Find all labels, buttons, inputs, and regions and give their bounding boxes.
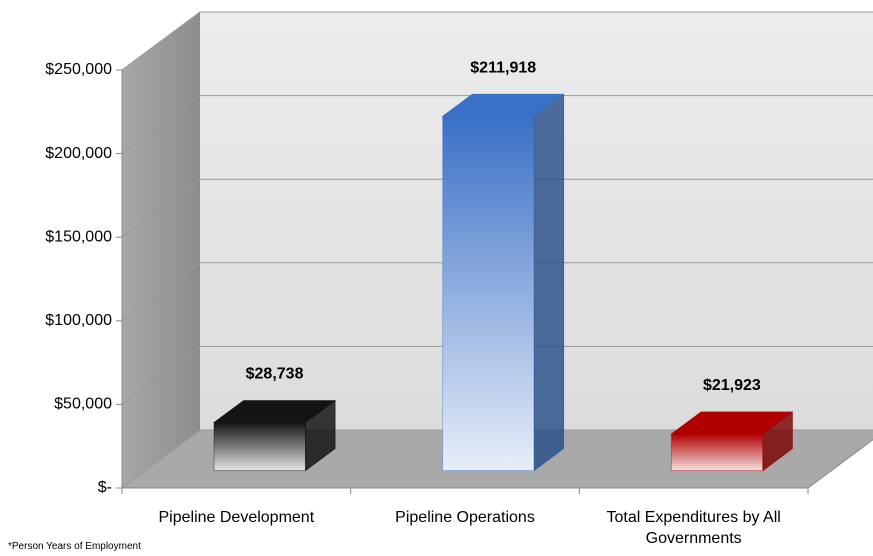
value-label: $21,923 bbox=[703, 377, 761, 394]
bar bbox=[441, 93, 565, 472]
bar-front bbox=[442, 115, 535, 472]
grid-line bbox=[121, 262, 873, 322]
left-wall bbox=[122, 12, 200, 488]
value-label: $28,738 bbox=[246, 366, 304, 383]
x-axis-depth bbox=[807, 439, 873, 489]
grid-line bbox=[121, 429, 873, 489]
grid-line bbox=[121, 178, 873, 238]
y-tick-label: $100,000 bbox=[45, 312, 112, 329]
bar-top bbox=[213, 400, 337, 423]
x-tick-label: Pipeline Development bbox=[158, 509, 315, 526]
bar-side-shade bbox=[534, 94, 564, 471]
bar-top bbox=[441, 93, 565, 117]
y-tick-label: $250,000 bbox=[45, 61, 112, 78]
bar bbox=[670, 411, 794, 472]
x-tick-label: Total Expenditures by All Governments bbox=[606, 509, 781, 547]
bar bbox=[213, 399, 337, 472]
bar-front bbox=[670, 433, 764, 471]
y-tick-label: $- bbox=[98, 479, 112, 496]
bar-side-shade bbox=[762, 411, 793, 471]
grid-line bbox=[121, 11, 873, 71]
grid-line bbox=[121, 95, 873, 155]
bar-front bbox=[213, 422, 306, 471]
x-tick-label: Pipeline Operations bbox=[395, 509, 535, 526]
y-tick-label: $200,000 bbox=[45, 145, 112, 162]
bar-top bbox=[670, 411, 794, 435]
bar-side-shade bbox=[305, 400, 336, 471]
y-tick-label: $50,000 bbox=[54, 396, 112, 413]
footnote: *Person Years of Employment bbox=[8, 541, 141, 552]
value-label: $211,918 bbox=[470, 59, 536, 76]
grid-line bbox=[121, 345, 873, 405]
y-tick-label: $150,000 bbox=[45, 228, 112, 245]
